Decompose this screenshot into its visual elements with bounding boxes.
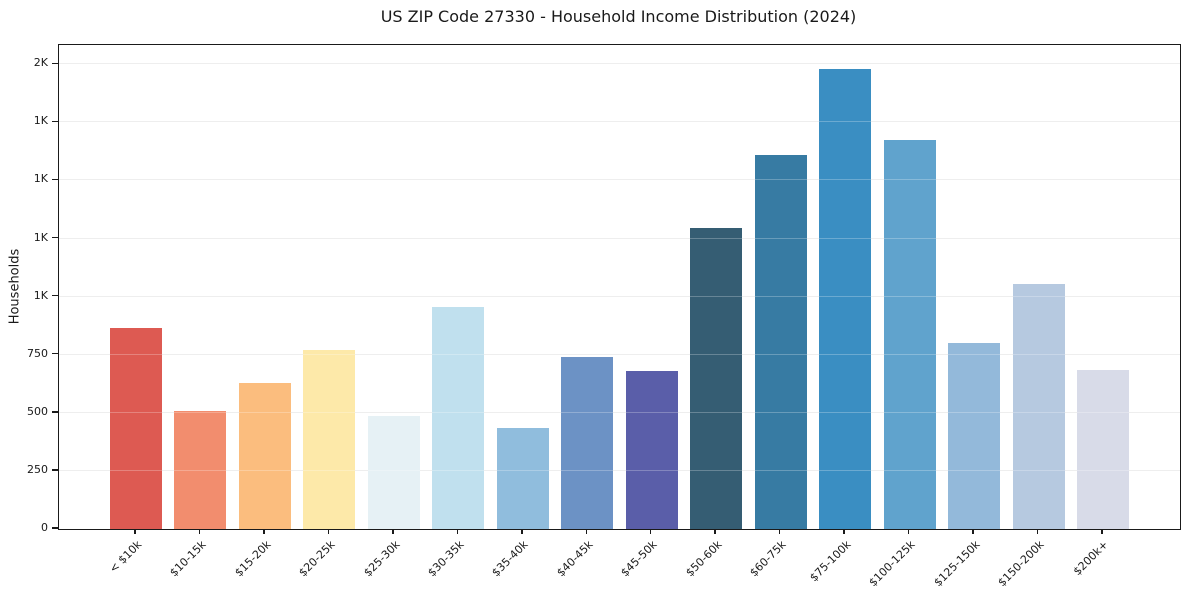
x-tick-label: $150-200k: [995, 538, 1047, 590]
gridline: [59, 121, 1180, 123]
gridline: [59, 237, 1180, 239]
bar-$75-100k: [819, 68, 872, 529]
x-tick-label: $200k+: [1071, 538, 1112, 579]
y-tick-label: 500: [27, 404, 48, 418]
y-tick-mark: [52, 62, 58, 65]
y-tick-mark: [52, 411, 58, 413]
gridline: [59, 469, 1180, 471]
x-tick-label: $100-125k: [866, 538, 918, 590]
bar-< $10k: [110, 328, 162, 529]
x-tick-mark: [714, 528, 716, 534]
y-tick-label: 0: [41, 521, 48, 534]
bar-$15-20k: [238, 382, 291, 529]
bar-$50-60k: [690, 228, 743, 529]
gridline-overlay: [59, 295, 1180, 297]
bar-$60-75k: [754, 154, 807, 529]
y-tick-label: 1K: [33, 288, 48, 302]
y-tick-mark: [52, 236, 58, 239]
y-tick-mark: [52, 527, 58, 529]
plot-area: [58, 44, 1181, 530]
x-tick-mark: [778, 528, 781, 534]
x-tick-label: $30-35k: [425, 538, 467, 580]
gridline: [59, 179, 1180, 181]
bar-$150-200k: [1012, 283, 1065, 529]
x-tick-label: $75-100k: [807, 538, 854, 585]
bar-$10-15k: [174, 410, 227, 529]
y-tick-mark: [52, 294, 58, 297]
y-tick-label: 1K: [33, 114, 48, 128]
x-tick-mark: [649, 528, 652, 534]
y-tick-mark: [52, 352, 58, 355]
x-tick-mark: [521, 528, 523, 534]
bar-$20-25k: [303, 350, 356, 529]
bar-$100-125k: [883, 139, 936, 529]
gridline-overlay: [59, 411, 1180, 413]
x-tick-label: $25-30k: [360, 538, 403, 580]
y-tick-label: 250: [27, 462, 48, 476]
y-tick-mark: [52, 120, 58, 123]
gridline-overlay: [59, 63, 1180, 65]
x-tick-mark: [263, 528, 265, 534]
x-tick-mark: [585, 528, 588, 534]
gridline: [59, 411, 1180, 413]
x-tick-label: $125-150k: [931, 538, 983, 590]
y-tick-label: 1K: [33, 230, 48, 244]
gridline-overlay: [59, 179, 1180, 181]
bar-$125-150k: [948, 343, 1001, 529]
y-tick-label: 2K: [33, 56, 48, 70]
x-tick-mark: [392, 528, 394, 534]
bar-$30-35k: [432, 307, 485, 529]
gridline-overlay: [59, 353, 1180, 355]
x-tick-mark: [1036, 528, 1039, 534]
gridline: [59, 353, 1180, 355]
gridline-overlay: [59, 237, 1180, 239]
x-tick-label: $45-50k: [618, 538, 660, 580]
bar-$40-45k: [561, 357, 614, 529]
gridline-overlay: [59, 469, 1180, 471]
x-tick-mark: [327, 528, 330, 534]
y-tick-mark: [52, 178, 58, 181]
bar-$45-50k: [625, 371, 678, 529]
bar-$35-40k: [496, 427, 549, 529]
x-tick-mark: [843, 528, 845, 534]
x-tick-label: < $10k: [106, 538, 145, 576]
x-tick-label: $35-40k: [489, 538, 532, 580]
x-tick-label: $50-60k: [683, 538, 725, 580]
x-tick-label: $10-15k: [167, 538, 209, 580]
bar-$25-30k: [367, 416, 420, 529]
y-tick-mark: [52, 469, 58, 471]
x-tick-mark: [972, 528, 974, 534]
gridline-overlay: [59, 121, 1180, 123]
x-tick-mark: [1101, 528, 1103, 534]
y-tick-label: 1K: [33, 172, 48, 186]
x-tick-label: $15-20k: [231, 538, 274, 580]
x-tick-label: $60-75k: [747, 538, 789, 580]
y-tick-label: 750: [27, 346, 48, 360]
x-tick-mark: [134, 528, 136, 534]
x-tick-label: $20-25k: [296, 538, 338, 580]
gridline: [59, 63, 1180, 65]
x-tick-mark: [456, 528, 459, 534]
x-tick-mark: [198, 528, 201, 534]
chart-title: US ZIP Code 27330 - Household Income Dis…: [380, 7, 857, 26]
gridline: [59, 295, 1180, 297]
x-tick-label: $40-45k: [554, 538, 596, 580]
bar-$200k+: [1077, 369, 1129, 529]
x-tick-mark: [907, 528, 910, 534]
